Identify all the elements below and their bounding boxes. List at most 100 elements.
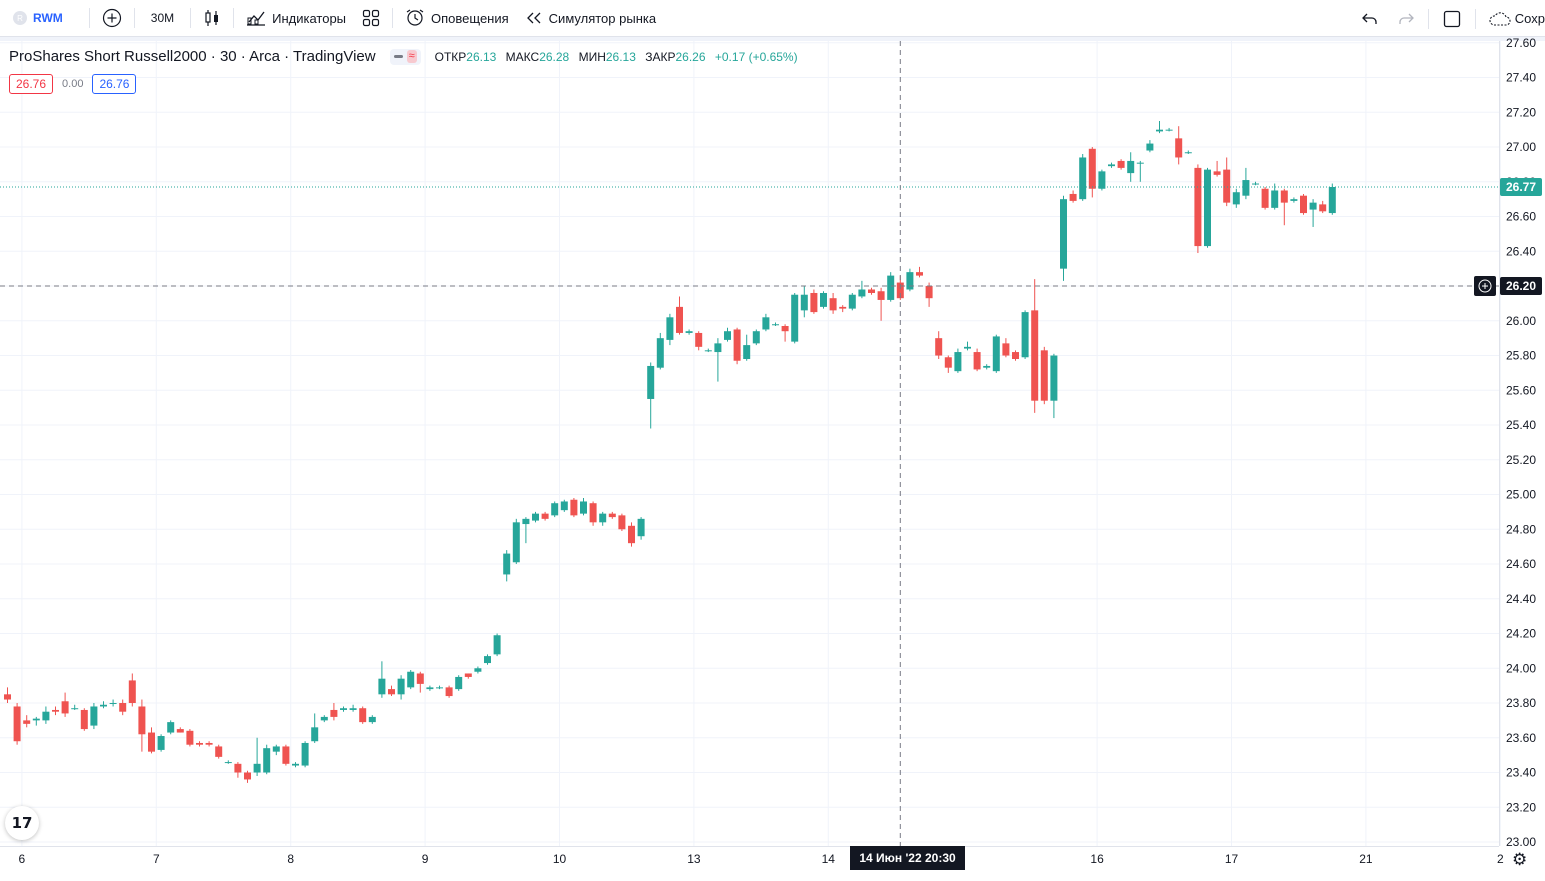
- candle-down: [868, 289, 875, 293]
- candle-down: [282, 746, 290, 764]
- candle-down: [1117, 160, 1125, 168]
- undo-button[interactable]: [1352, 0, 1388, 37]
- candle-up: [1021, 312, 1029, 358]
- symbol-search-button[interactable]: R RWM: [0, 0, 71, 37]
- time-axis-label: 21: [1359, 852, 1373, 866]
- high-value: 26.28: [539, 49, 570, 64]
- rewind-icon: [526, 12, 541, 24]
- candle-up: [1290, 199, 1298, 201]
- candle-down: [935, 338, 943, 356]
- bid-price-button[interactable]: 26.76: [9, 74, 54, 94]
- candle-down: [1012, 352, 1019, 360]
- market-status-pill[interactable]: ≈: [389, 48, 421, 65]
- candle-down: [61, 701, 69, 714]
- close-label: ЗАКР: [645, 49, 676, 64]
- candle-down: [1319, 204, 1327, 212]
- candle-up: [551, 503, 559, 516]
- compare-button[interactable]: [94, 0, 130, 37]
- candle-up: [407, 671, 415, 688]
- candle-up: [397, 678, 405, 695]
- bar-replay-button[interactable]: Симулятор рынка: [517, 0, 664, 37]
- series-title[interactable]: ProShares Short Russell2000 · 30 · Arca …: [9, 48, 376, 65]
- low-label: МИН: [578, 49, 606, 64]
- fullscreen-button[interactable]: [1433, 0, 1471, 37]
- candle-up: [1309, 202, 1317, 210]
- price-axis-label: 24.60: [1506, 557, 1536, 571]
- candle-down: [541, 513, 549, 519]
- toolbar-divider: [1427, 8, 1429, 29]
- candle-up: [368, 716, 376, 723]
- candle-up: [253, 763, 261, 773]
- candle-down: [13, 706, 21, 742]
- settings-gear-icon[interactable]: ⚙: [1512, 850, 1528, 869]
- candle-up: [109, 703, 117, 705]
- candle-up: [772, 324, 779, 326]
- interval-button[interactable]: 30M: [139, 0, 186, 37]
- tradingview-logo[interactable]: 17: [5, 806, 39, 840]
- candle-up: [90, 706, 98, 726]
- candle-down: [1300, 195, 1307, 214]
- price-axis-label: 25.60: [1506, 383, 1536, 397]
- candle-up: [436, 687, 443, 689]
- chart-type-button[interactable]: [195, 0, 229, 37]
- time-axis-label: 13: [687, 852, 701, 866]
- change-value: +0.17 (+0.65%): [714, 49, 798, 64]
- candle-up: [455, 676, 463, 690]
- price-axis-label: 27.00: [1506, 140, 1536, 154]
- price-axis-label: 26.40: [1506, 244, 1536, 258]
- candle-up: [1184, 152, 1192, 154]
- candle-up: [685, 331, 693, 333]
- redo-icon: [1399, 13, 1414, 24]
- candle-down: [464, 673, 472, 677]
- candle-up: [522, 518, 530, 525]
- price-axis-label: 27.60: [1506, 36, 1536, 50]
- candle-down: [215, 746, 223, 757]
- toolbar-divider: [133, 8, 135, 28]
- candle-up: [292, 763, 299, 766]
- top-toolbar: R RWM 30M Индикаторы Оповещения Симулято…: [0, 0, 1545, 37]
- candle-down: [148, 732, 155, 752]
- candle-down: [628, 525, 635, 544]
- time-axis-label: 2: [1497, 852, 1504, 866]
- delayed-data-icon: ≈: [406, 50, 417, 63]
- crosshair-time-label: 14 Июн '22 20:30: [850, 846, 965, 870]
- last-price-label-bg: [1500, 178, 1542, 197]
- candle-down: [1223, 169, 1231, 203]
- candle-up: [637, 518, 645, 537]
- candle-down: [186, 730, 194, 745]
- time-axis-label: 16: [1090, 852, 1104, 866]
- ask-price-button[interactable]: 26.76: [92, 74, 137, 94]
- symbol-logo-icon: R: [13, 11, 27, 25]
- redo-button[interactable]: [1388, 0, 1424, 37]
- market-closed-icon: [393, 55, 403, 58]
- save-button[interactable]: Сохр: [1480, 0, 1545, 37]
- save-label: Сохр: [1514, 11, 1545, 26]
- candle-up: [272, 746, 280, 752]
- candle-down: [196, 742, 203, 745]
- time-axis-label: 6: [19, 852, 26, 866]
- candle-up: [100, 704, 107, 707]
- candle-up: [1098, 171, 1106, 189]
- candle-up: [992, 336, 1000, 372]
- price-axis-label: 23.40: [1506, 766, 1536, 780]
- toolbar-divider: [88, 8, 90, 28]
- alerts-button[interactable]: Оповещения: [397, 0, 517, 37]
- candle-down: [244, 772, 251, 780]
- indicators-button[interactable]: Индикаторы: [238, 0, 354, 37]
- candle-down: [330, 709, 338, 717]
- candle-down: [234, 763, 242, 773]
- crosshair-price-label: 26.20: [1506, 279, 1536, 293]
- candle-down: [80, 709, 88, 730]
- candle-up: [1060, 199, 1067, 269]
- candle-down: [695, 332, 703, 347]
- candle-up: [426, 687, 434, 690]
- candle-down: [176, 729, 184, 733]
- undo-icon: [1361, 13, 1377, 24]
- price-axis-label: 26.60: [1506, 210, 1536, 224]
- candle-down: [925, 286, 933, 299]
- candle-down: [1213, 171, 1221, 175]
- layout-templates-button[interactable]: [354, 0, 388, 37]
- candle-up: [983, 365, 991, 368]
- bar-replay-label: Симулятор рынка: [548, 10, 657, 26]
